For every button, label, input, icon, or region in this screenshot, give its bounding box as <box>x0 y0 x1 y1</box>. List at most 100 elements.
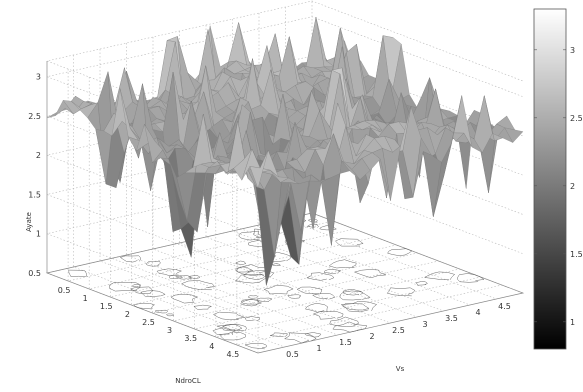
contour-line <box>304 332 322 338</box>
contour-line <box>166 313 175 317</box>
contour-line <box>235 260 247 265</box>
contour-line <box>248 295 258 299</box>
x-tick-label: 4 <box>209 342 214 351</box>
surface-mesh <box>46 17 524 286</box>
z-tick-label: 0.5 <box>28 269 41 278</box>
contour-line <box>271 263 281 267</box>
x-tick-label: 4.5 <box>227 350 240 359</box>
contour-line <box>131 284 141 288</box>
colorbar-ticks: 1 1.5 2 2.5 3 <box>534 46 583 327</box>
surface-patch <box>321 173 340 246</box>
grid-line <box>236 133 502 346</box>
grid-line <box>131 93 397 306</box>
colorbar-tick-label: 1 <box>570 318 575 327</box>
contour-line <box>181 280 215 291</box>
z-tick-label: 1 <box>36 230 41 239</box>
contour-line <box>340 300 378 313</box>
contour-line <box>387 248 413 256</box>
contour-line <box>339 290 371 301</box>
contour-line <box>170 294 199 304</box>
contour-line <box>319 225 337 231</box>
x-tick-label: 1 <box>83 294 88 303</box>
contour-line <box>243 270 275 281</box>
contour-line <box>342 289 364 296</box>
z-tick-label: 3 <box>36 73 41 82</box>
y-tick-label: 2.5 <box>392 326 405 335</box>
contour-line <box>270 332 288 337</box>
x-tick-label: 3.5 <box>184 334 197 343</box>
grid-line <box>215 125 481 338</box>
contour-line <box>238 230 265 241</box>
contour-line <box>68 269 88 278</box>
contour-line <box>145 260 161 267</box>
y-tick-label: 3 <box>422 320 427 329</box>
z-tick-label: 2 <box>36 151 41 160</box>
contour-line <box>332 321 368 333</box>
contour-line <box>342 303 370 311</box>
grid-line <box>73 55 285 348</box>
contour-line <box>188 275 201 279</box>
contour-line <box>140 290 166 298</box>
contour-line <box>109 281 141 292</box>
contour-line <box>306 272 335 281</box>
contour-line <box>329 316 359 327</box>
contour-line <box>305 302 328 313</box>
x-axis-label: NdroCL <box>175 377 201 385</box>
contour-line <box>193 304 213 310</box>
x-tick-label: 2 <box>125 310 130 319</box>
contour-line <box>244 316 261 321</box>
colorbar-tick-label: 1.5 <box>570 250 583 259</box>
contour-line <box>287 294 302 299</box>
contour-line <box>156 268 183 276</box>
contour-line <box>306 223 319 228</box>
contour-line <box>283 332 317 344</box>
contour-line <box>328 259 357 269</box>
grid-line <box>67 69 334 282</box>
contour-projection <box>68 216 485 350</box>
y-axis-label: Vs <box>396 365 405 373</box>
contour-line <box>312 293 336 300</box>
contour-line <box>353 269 387 279</box>
y-tick-label: 1 <box>316 344 321 353</box>
y-tick-label: 0.5 <box>286 350 299 359</box>
contour-line <box>212 327 236 336</box>
z-axis-label: Ayate <box>25 212 33 232</box>
colorbar-tick-label: 2 <box>570 182 575 191</box>
contour-line <box>386 287 416 297</box>
y-tick-label: 3.5 <box>445 314 458 323</box>
colorbar-tick-label: 2.5 <box>570 114 583 123</box>
y-tick-label: 4 <box>475 308 480 317</box>
colorbar-gradient <box>533 8 567 350</box>
contour-line <box>323 269 342 275</box>
y-tick-label: 4.5 <box>498 302 511 311</box>
y-tick-label: 1.5 <box>339 338 352 347</box>
contour-line <box>424 271 456 281</box>
contour-line <box>216 324 243 332</box>
contour-line <box>234 274 268 284</box>
contour-line <box>263 284 294 295</box>
contour-line <box>129 286 153 295</box>
x-tick-label: 3 <box>167 326 172 335</box>
contour-line <box>456 273 485 283</box>
contour-line <box>213 311 245 321</box>
colorbar: 1 1.5 2 2.5 3 <box>533 8 583 350</box>
x-tick-label: 1.5 <box>100 302 113 311</box>
contour-line <box>240 299 260 307</box>
contour-line <box>335 238 364 247</box>
contour-line <box>415 281 428 286</box>
contour-line <box>119 255 141 263</box>
contour-line <box>253 228 280 240</box>
contour-line <box>296 286 323 295</box>
z-tick-label: 1.5 <box>28 191 41 200</box>
surface-patch <box>249 150 269 189</box>
axis-ticks: 0.5 1 1.5 2 2.5 3 0.5 1 1.5 2 2.5 3 3.5 4 4.5 0.5 1 1.5 2 2… <box>28 73 511 359</box>
y-tick-label: 2 <box>369 332 374 341</box>
contour-line <box>133 302 155 310</box>
x-tick-label: 0.5 <box>58 286 71 295</box>
contour-line <box>155 309 168 314</box>
x-tick-label: 2.5 <box>142 318 155 327</box>
contour-line <box>256 297 273 303</box>
contour-line <box>235 266 254 273</box>
